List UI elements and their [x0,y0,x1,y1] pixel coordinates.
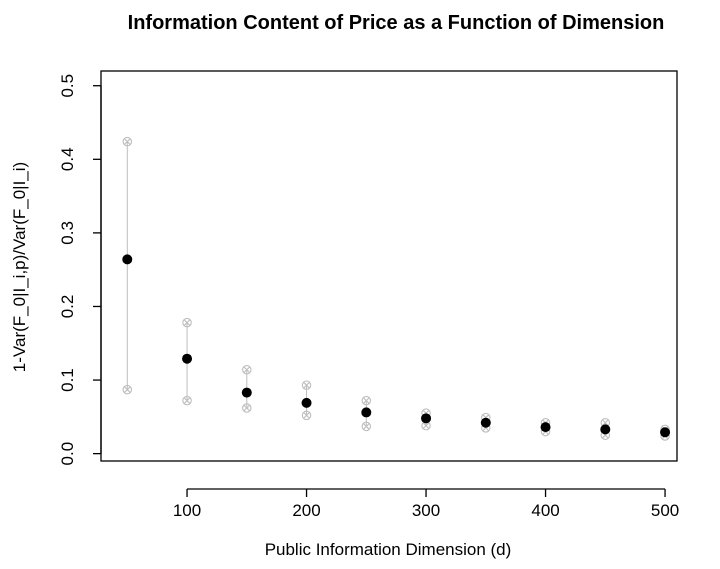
plot-frame [100,70,678,462]
mean-point [182,353,193,364]
y-axis-ticks: 0.0 0.1 0.2 0.3 0.4 0.5 [58,74,101,466]
mean-point [241,387,252,398]
lower-bound-point [361,421,372,432]
mean-markers [122,254,671,438]
lower-bound-point [301,410,312,421]
y-axis-label: 1-Var(F_0|I_i,p)/Var(F_0|I_i) [10,162,29,372]
chart-title: Information Content of Price as a Functi… [128,12,665,34]
x-tick-label: 200 [292,501,320,520]
mean-point [540,422,551,433]
y-tick-label: 0.3 [58,221,77,245]
mean-point [480,417,491,428]
upper-bound-point [122,136,133,147]
x-tick-label: 300 [412,501,440,520]
error-bars [126,141,666,436]
lower-bound-point [122,384,133,395]
x-axis-ticks: 100 200 300 400 500 [173,489,679,520]
upper-bound-point [600,417,611,428]
bound-markers [122,136,670,441]
upper-bound-point [182,317,192,328]
lower-bound-point [182,395,192,406]
x-tick-label: 500 [651,501,679,520]
x-tick-label: 400 [531,501,559,520]
mean-point [361,407,372,418]
x-axis-label: Public Information Dimension (d) [265,540,512,559]
y-tick-label: 0.4 [58,147,77,171]
lower-bound-point [242,403,252,413]
y-tick-label: 0.2 [58,295,77,319]
y-tick-label: 0.0 [58,442,77,466]
mean-point [122,254,133,265]
y-tick-label: 0.1 [58,368,77,392]
upper-bound-point [301,380,312,390]
mean-point [660,427,671,438]
mean-point [421,413,432,424]
upper-bound-point [361,395,372,406]
mean-point [600,424,611,435]
y-tick-label: 0.5 [58,74,77,98]
x-tick-label: 100 [173,501,201,520]
mean-point [301,397,312,408]
upper-bound-point [242,365,252,375]
